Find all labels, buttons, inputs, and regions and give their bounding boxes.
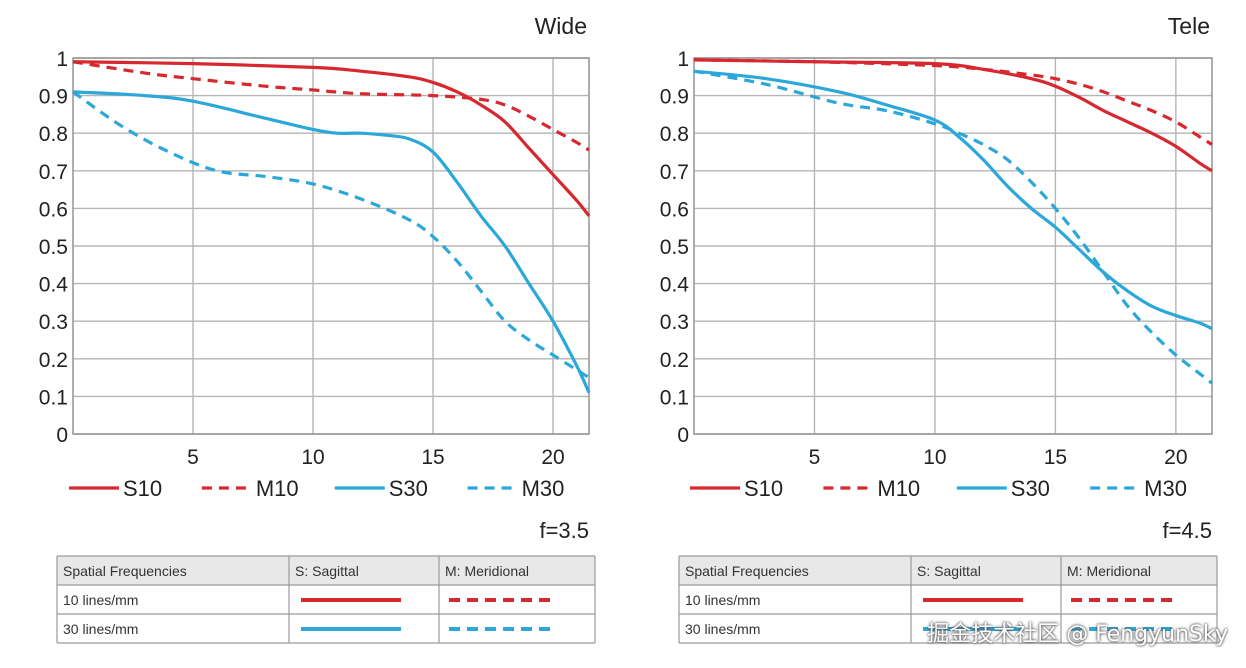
table-header-bg — [57, 556, 595, 585]
series-line-m10 — [693, 58, 1213, 146]
table-header-cell: M: Meridional — [445, 563, 529, 579]
series-line-m30 — [72, 90, 590, 379]
y-tick-label: 0.1 — [39, 386, 68, 409]
x-tick-label: 20 — [541, 446, 564, 469]
series-line-m30 — [693, 69, 1213, 385]
chart-title: Wide — [535, 13, 587, 39]
y-tick-label: 0 — [677, 424, 689, 447]
series-line-s30 — [72, 90, 591, 394]
legend-label-m10: M10 — [877, 476, 920, 501]
table-row-label: 10 lines/mm — [685, 592, 760, 608]
legend: S10 M10 S30 M30 — [69, 476, 564, 501]
legend-table: Spatial Frequencies S: Sagittal M: Meridio… — [678, 555, 1218, 644]
table-row-label: 30 lines/mm — [63, 621, 138, 637]
aperture-label: f=4.5 — [1162, 518, 1212, 543]
legend-label-m10: M10 — [256, 476, 299, 501]
table-header-bg — [679, 556, 1217, 585]
y-tick-label: 0.4 — [39, 274, 69, 297]
table-row-label: 30 lines/mm — [685, 621, 760, 637]
y-tick-label: 0.2 — [660, 349, 689, 372]
series-line-s10 — [72, 60, 591, 217]
y-tick-label: 0.3 — [660, 311, 689, 334]
aperture-label: f=3.5 — [539, 518, 589, 543]
legend-label-s10: S10 — [123, 476, 162, 501]
y-tick-label: 0.5 — [660, 236, 689, 259]
chart-panel-0: 00.10.20.30.40.50.60.70.80.915 10 15 20Wide… — [39, 13, 596, 644]
y-tick-label: 0.2 — [39, 349, 68, 372]
x-tick-label: 15 — [421, 446, 444, 469]
x-tick-label: 10 — [923, 446, 946, 469]
legend-label-s30: S30 — [389, 476, 428, 501]
x-tick-label: 5 — [809, 446, 821, 469]
x-tick-label: 15 — [1044, 446, 1067, 469]
y-tick-label: 0.3 — [39, 311, 68, 334]
table-header-cell: S: Sagittal — [295, 563, 359, 579]
series-line-s30 — [693, 69, 1213, 331]
y-tick-label: 1 — [677, 48, 689, 71]
x-tick-label: 5 — [187, 446, 199, 469]
y-tick-label: 0.8 — [39, 123, 68, 146]
y-tick-label: 0.5 — [39, 236, 68, 259]
y-tick-label: 0 — [56, 424, 68, 447]
y-tick-label: 0.7 — [660, 161, 689, 184]
chart-title: Tele — [1168, 13, 1210, 39]
y-tick-label: 0.9 — [660, 86, 689, 109]
y-tick-label: 1 — [56, 48, 68, 71]
x-tick-label: 20 — [1164, 446, 1187, 469]
watermark-text: 掘金技术社区 @ FengyunSky — [927, 622, 1228, 647]
y-tick-label: 0.6 — [660, 198, 689, 221]
plot-frame — [693, 57, 1213, 435]
legend-label-s30: S30 — [1011, 476, 1050, 501]
legend-label-s10: S10 — [744, 476, 783, 501]
table-header-cell: S: Sagittal — [917, 563, 981, 579]
legend: S10 M10 S30 M30 — [690, 476, 1187, 501]
y-tick-label: 0.8 — [660, 123, 689, 146]
legend-label-m30: M30 — [522, 476, 565, 501]
y-tick-label: 0.1 — [660, 386, 689, 409]
series-line-m10 — [72, 60, 590, 152]
y-tick-label: 0.4 — [660, 274, 690, 297]
plot-frame — [72, 57, 590, 435]
table-header-cell: M: Meridional — [1067, 563, 1151, 579]
table-row-label: 10 lines/mm — [63, 592, 138, 608]
legend-table: Spatial Frequencies S: Sagittal M: Meridio… — [56, 555, 596, 644]
legend-label-m30: M30 — [1144, 476, 1187, 501]
y-tick-label: 0.9 — [39, 86, 68, 109]
chart-panel-1: 00.10.20.30.40.50.60.70.80.915 10 15 20Tele… — [660, 13, 1218, 644]
table-header-cell: Spatial Frequencies — [63, 563, 187, 579]
series-line-s10 — [693, 58, 1213, 173]
table-header-cell: Spatial Frequencies — [685, 563, 809, 579]
y-tick-label: 0.6 — [39, 198, 68, 221]
y-tick-label: 0.7 — [39, 161, 68, 184]
x-tick-label: 10 — [301, 446, 324, 469]
